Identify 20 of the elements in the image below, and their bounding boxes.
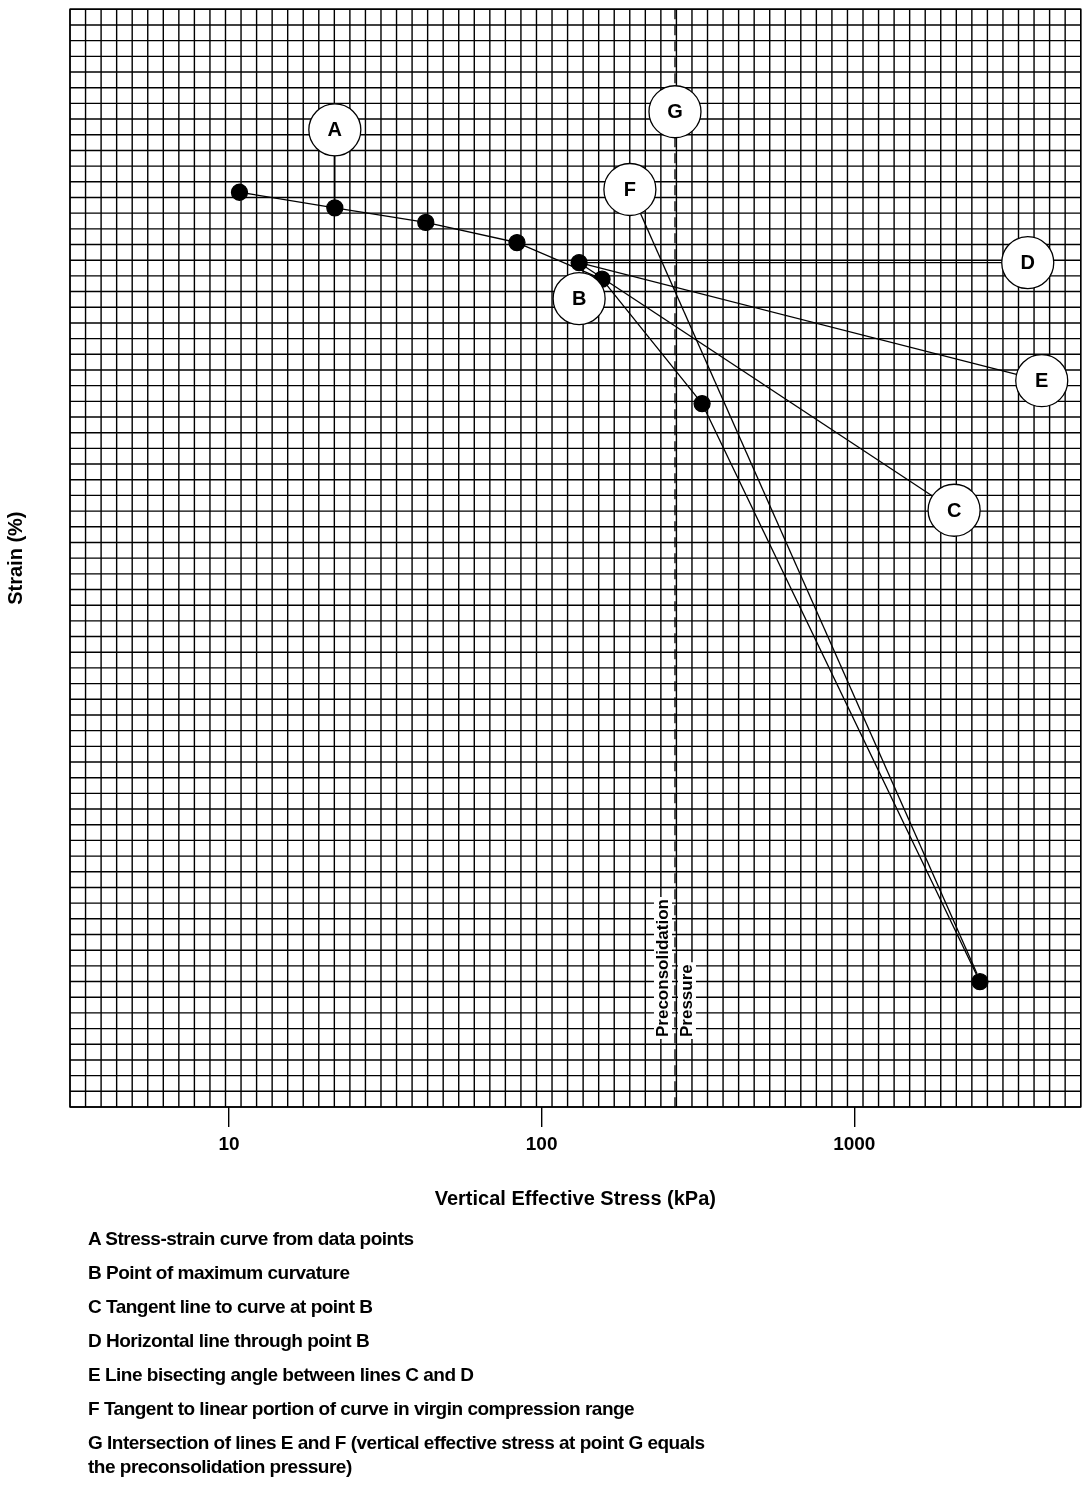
ref-line-label: Preconsolidation Pressure xyxy=(652,899,696,1037)
annotation: G xyxy=(667,100,683,123)
series-label: D xyxy=(1020,251,1035,274)
series-label: F xyxy=(623,178,637,201)
x-axis-title: Vertical Effective Stress (kPa) xyxy=(434,1186,716,1209)
text: F Tangent to linear portion of curve in virgin compression range xyxy=(88,1397,636,1421)
series-label: B xyxy=(571,287,587,310)
x-tick-label: 10 xyxy=(218,1132,240,1154)
x-tick-label: 100 xyxy=(525,1132,558,1154)
text: D Horizontal line through point B xyxy=(88,1329,371,1353)
text: A xyxy=(327,118,343,141)
text: A Stress-strain curve from data points xyxy=(88,1227,415,1251)
text: B Point of maximum curvature xyxy=(88,1261,351,1285)
text: C Tangent line to curve at point B xyxy=(88,1295,374,1319)
series-label: E xyxy=(1035,369,1049,392)
text: G Intersection of lines E and F (vertical effective stress at point G equals the preconsolidation pressure) xyxy=(88,1431,706,1479)
y-axis-title: Strain (%) xyxy=(3,511,26,605)
x-tick-label: 1000 xyxy=(833,1132,876,1154)
text: E Line bisecting angle between lines C and D xyxy=(88,1363,475,1387)
series-label: C xyxy=(946,498,962,521)
